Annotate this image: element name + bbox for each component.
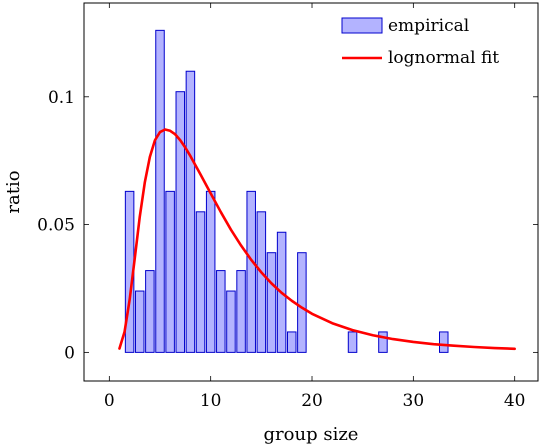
x-tick-label: 40	[504, 391, 526, 411]
bar-14	[246, 190, 256, 353]
x-axis: 0 10 20 30 40	[104, 3, 526, 411]
x-tick-label: 20	[301, 391, 323, 411]
bar-33	[439, 331, 449, 353]
y-tick-label: 0	[64, 343, 75, 363]
line-series-lognormal-fit	[118, 128, 516, 351]
bar-5	[155, 29, 165, 353]
x-axis-label: group size	[264, 424, 359, 444]
bar-6	[165, 190, 175, 353]
bar-11	[216, 270, 226, 353]
bar-3	[134, 290, 145, 353]
x-tick-label: 0	[104, 391, 115, 411]
bar-18	[286, 331, 297, 353]
bar-8	[185, 70, 196, 353]
bar-12	[226, 290, 236, 353]
x-tick-label: 10	[200, 391, 222, 411]
y-axis-label: ratio	[3, 170, 24, 213]
y-tick-label: 0.1	[48, 88, 75, 108]
legend-swatch-empirical	[341, 17, 383, 34]
bar-13	[236, 270, 246, 353]
plot-frame	[83, 2, 539, 382]
bar-10	[205, 190, 216, 353]
bar-15	[256, 211, 267, 353]
bar-4	[145, 270, 155, 353]
bar-7	[175, 91, 186, 353]
legend-label-empirical: empirical	[388, 16, 469, 36]
y-tick-label: 0.05	[37, 216, 75, 236]
bar-19	[297, 252, 307, 353]
bar-16	[266, 252, 277, 353]
legend: empirical lognormal fit	[341, 16, 499, 68]
x-tick-label: 30	[403, 391, 425, 411]
bar-27	[378, 331, 388, 353]
bar-24	[347, 331, 358, 353]
bar-series-empirical	[124, 29, 449, 353]
legend-label-lognormal-fit: lognormal fit	[388, 48, 499, 68]
y-axis: 0 0.05 0.1	[37, 88, 538, 363]
bar-9	[195, 211, 206, 353]
